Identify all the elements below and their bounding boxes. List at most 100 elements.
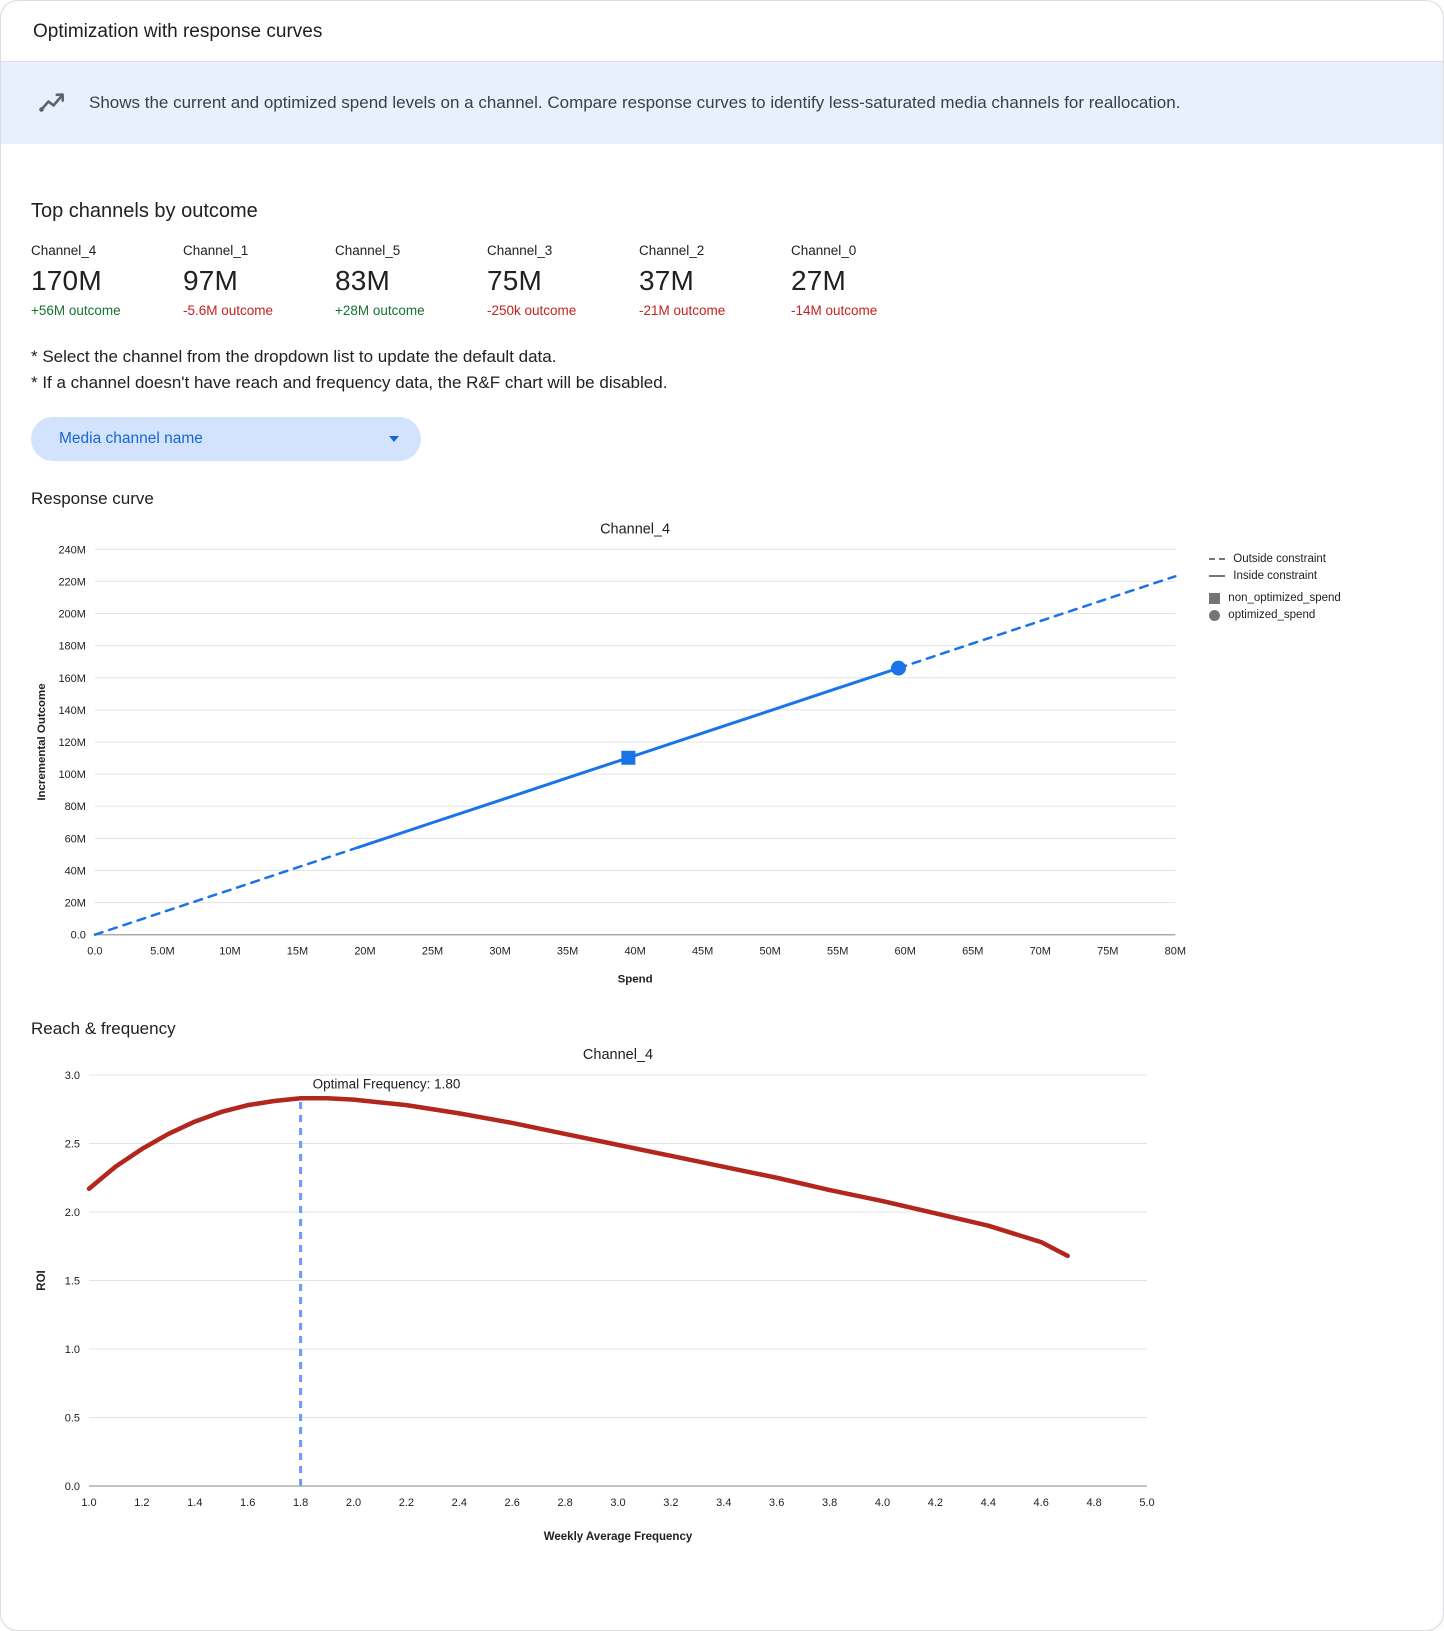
media-channel-dropdown[interactable]: Media channel name	[31, 417, 421, 461]
svg-text:2.0: 2.0	[65, 1207, 80, 1219]
svg-text:4.6: 4.6	[1034, 1497, 1049, 1509]
svg-text:220M: 220M	[58, 576, 85, 588]
svg-text:20M: 20M	[354, 946, 375, 958]
svg-text:70M: 70M	[1030, 946, 1051, 958]
svg-text:3.0: 3.0	[610, 1497, 625, 1509]
svg-text:2.2: 2.2	[399, 1497, 414, 1509]
legend-label: non_optimized_spend	[1228, 592, 1341, 604]
top-channels-heading: Top channels by outcome	[31, 200, 258, 222]
channel-value: 83M	[335, 265, 391, 296]
legend-item: non_optimized_spend	[1209, 592, 1413, 604]
svg-text:Spend: Spend	[618, 974, 653, 986]
svg-text:5.0M: 5.0M	[150, 946, 174, 958]
channel-card: Channel_2 37M -21M outcome	[639, 243, 791, 318]
circle-marker-icon	[1209, 609, 1221, 621]
chevron-down-icon	[389, 436, 399, 442]
channel-name: Channel_5	[335, 243, 401, 258]
legend-label: Inside constraint	[1233, 570, 1318, 582]
svg-text:3.0: 3.0	[65, 1070, 80, 1082]
legend-item: optimized_spend	[1209, 609, 1413, 621]
svg-text:240M: 240M	[58, 544, 85, 556]
svg-text:55M: 55M	[827, 946, 848, 958]
legend-item: Outside constraint	[1209, 553, 1413, 565]
svg-text:2.5: 2.5	[65, 1139, 80, 1151]
svg-text:65M: 65M	[962, 946, 983, 958]
response-curve-section: 0.0 20M 40M 60M 80M 100M 120M 140M 160M 180M 200M 2…	[31, 513, 1413, 991]
svg-text:0.5: 0.5	[65, 1413, 80, 1425]
svg-text:4.4: 4.4	[981, 1497, 996, 1509]
svg-text:75M: 75M	[1097, 946, 1118, 958]
reach-frequency-heading: Reach & frequency	[31, 1019, 176, 1038]
channel-name: Channel_3	[487, 243, 553, 258]
channel-card: Channel_0 27M -14M outcome	[791, 243, 943, 318]
svg-text:0.0: 0.0	[65, 1481, 80, 1493]
response-curve-chart: 0.0 20M 40M 60M 80M 100M 120M 140M 160M 180M 200M 2…	[36, 521, 1186, 986]
info-banner: Shows the current and optimized spend le…	[1, 62, 1443, 144]
svg-text:10M: 10M	[219, 946, 240, 958]
svg-text:1.0: 1.0	[81, 1497, 96, 1509]
svg-text:40M: 40M	[65, 865, 86, 877]
svg-text:1.5: 1.5	[65, 1276, 80, 1288]
channel-delta: +56M outcome	[31, 303, 121, 318]
svg-text:1.0: 1.0	[65, 1344, 80, 1356]
svg-text:60M: 60M	[895, 946, 916, 958]
channel-name: Channel_1	[183, 243, 249, 258]
svg-text:3.8: 3.8	[822, 1497, 837, 1509]
channel-value: 27M	[791, 265, 847, 296]
channel-card: Channel_4 170M +56M outcome	[31, 243, 183, 318]
svg-text:35M: 35M	[557, 946, 578, 958]
response-curve-heading: Response curve	[31, 489, 154, 508]
svg-text:1.6: 1.6	[240, 1497, 255, 1509]
svg-text:4.0: 4.0	[875, 1497, 890, 1509]
note-rf-disabled: * If a channel doesn't have reach and fr…	[31, 372, 668, 392]
svg-text:2.4: 2.4	[452, 1497, 467, 1509]
channel-cards: Channel_4 170M +56M outcome Channel_1 97…	[31, 243, 1413, 318]
content-area: Top channels by outcome Channel_4 170M +…	[1, 144, 1443, 1588]
svg-text:60M: 60M	[65, 833, 86, 845]
svg-text:Incremental Outcome: Incremental Outcome	[36, 683, 48, 800]
svg-text:20M: 20M	[65, 898, 86, 910]
svg-text:45M: 45M	[692, 946, 713, 958]
svg-text:160M: 160M	[58, 673, 85, 685]
solid-line-icon	[1209, 575, 1226, 577]
trending-chart-icon	[37, 88, 67, 118]
channel-delta: -14M outcome	[791, 303, 878, 318]
dashed-line-icon	[1209, 558, 1226, 560]
svg-text:0.0: 0.0	[71, 930, 86, 942]
channel-delta: -21M outcome	[639, 303, 726, 318]
note-dropdown: * Select the channel from the dropdown l…	[31, 347, 557, 366]
reach-frequency-chart: 0.0 0.5 1.0 1.5 2.0 2.5 3.0 1.0 1.2 1.4 1.6 1.8 2.0 2…	[36, 1047, 1155, 1543]
svg-text:80M: 80M	[65, 801, 86, 813]
svg-text:ROI: ROI	[36, 1270, 48, 1290]
dropdown-label: Media channel name	[59, 430, 203, 447]
svg-text:4.2: 4.2	[928, 1497, 943, 1509]
svg-text:120M: 120M	[58, 737, 85, 749]
svg-text:3.2: 3.2	[663, 1497, 678, 1509]
svg-text:1.8: 1.8	[293, 1497, 308, 1509]
channel-value: 97M	[183, 265, 239, 296]
svg-text:0.0: 0.0	[87, 946, 102, 958]
svg-text:25M: 25M	[422, 946, 443, 958]
channel-card: Channel_3 75M -250k outcome	[487, 243, 639, 318]
channel-name: Channel_4	[31, 243, 97, 258]
legend-label: optimized_spend	[1228, 609, 1316, 621]
channel-card: Channel_1 97M -5.6M outcome	[183, 243, 335, 318]
banner-text: Shows the current and optimized spend le…	[89, 93, 1181, 113]
svg-text:5.0: 5.0	[1139, 1497, 1154, 1509]
svg-text:200M: 200M	[58, 609, 85, 621]
svg-text:140M: 140M	[58, 705, 85, 717]
response-curve-legend: Outside constraint Inside constraint non…	[1187, 553, 1413, 626]
svg-text:2.6: 2.6	[505, 1497, 520, 1509]
svg-text:Weekly Average Frequency: Weekly Average Frequency	[544, 1531, 693, 1543]
svg-text:80M: 80M	[1165, 946, 1186, 958]
svg-text:50M: 50M	[759, 946, 780, 958]
channel-value: 170M	[31, 265, 102, 296]
channel-name: Channel_0	[791, 243, 857, 258]
svg-text:30M: 30M	[489, 946, 510, 958]
channel-card: Channel_5 83M +28M outcome	[335, 243, 487, 318]
svg-text:Channel_4: Channel_4	[583, 1047, 653, 1063]
channel-name: Channel_2	[639, 243, 705, 258]
page-title: Optimization with response curves	[33, 21, 323, 42]
square-marker-icon	[1209, 592, 1221, 604]
